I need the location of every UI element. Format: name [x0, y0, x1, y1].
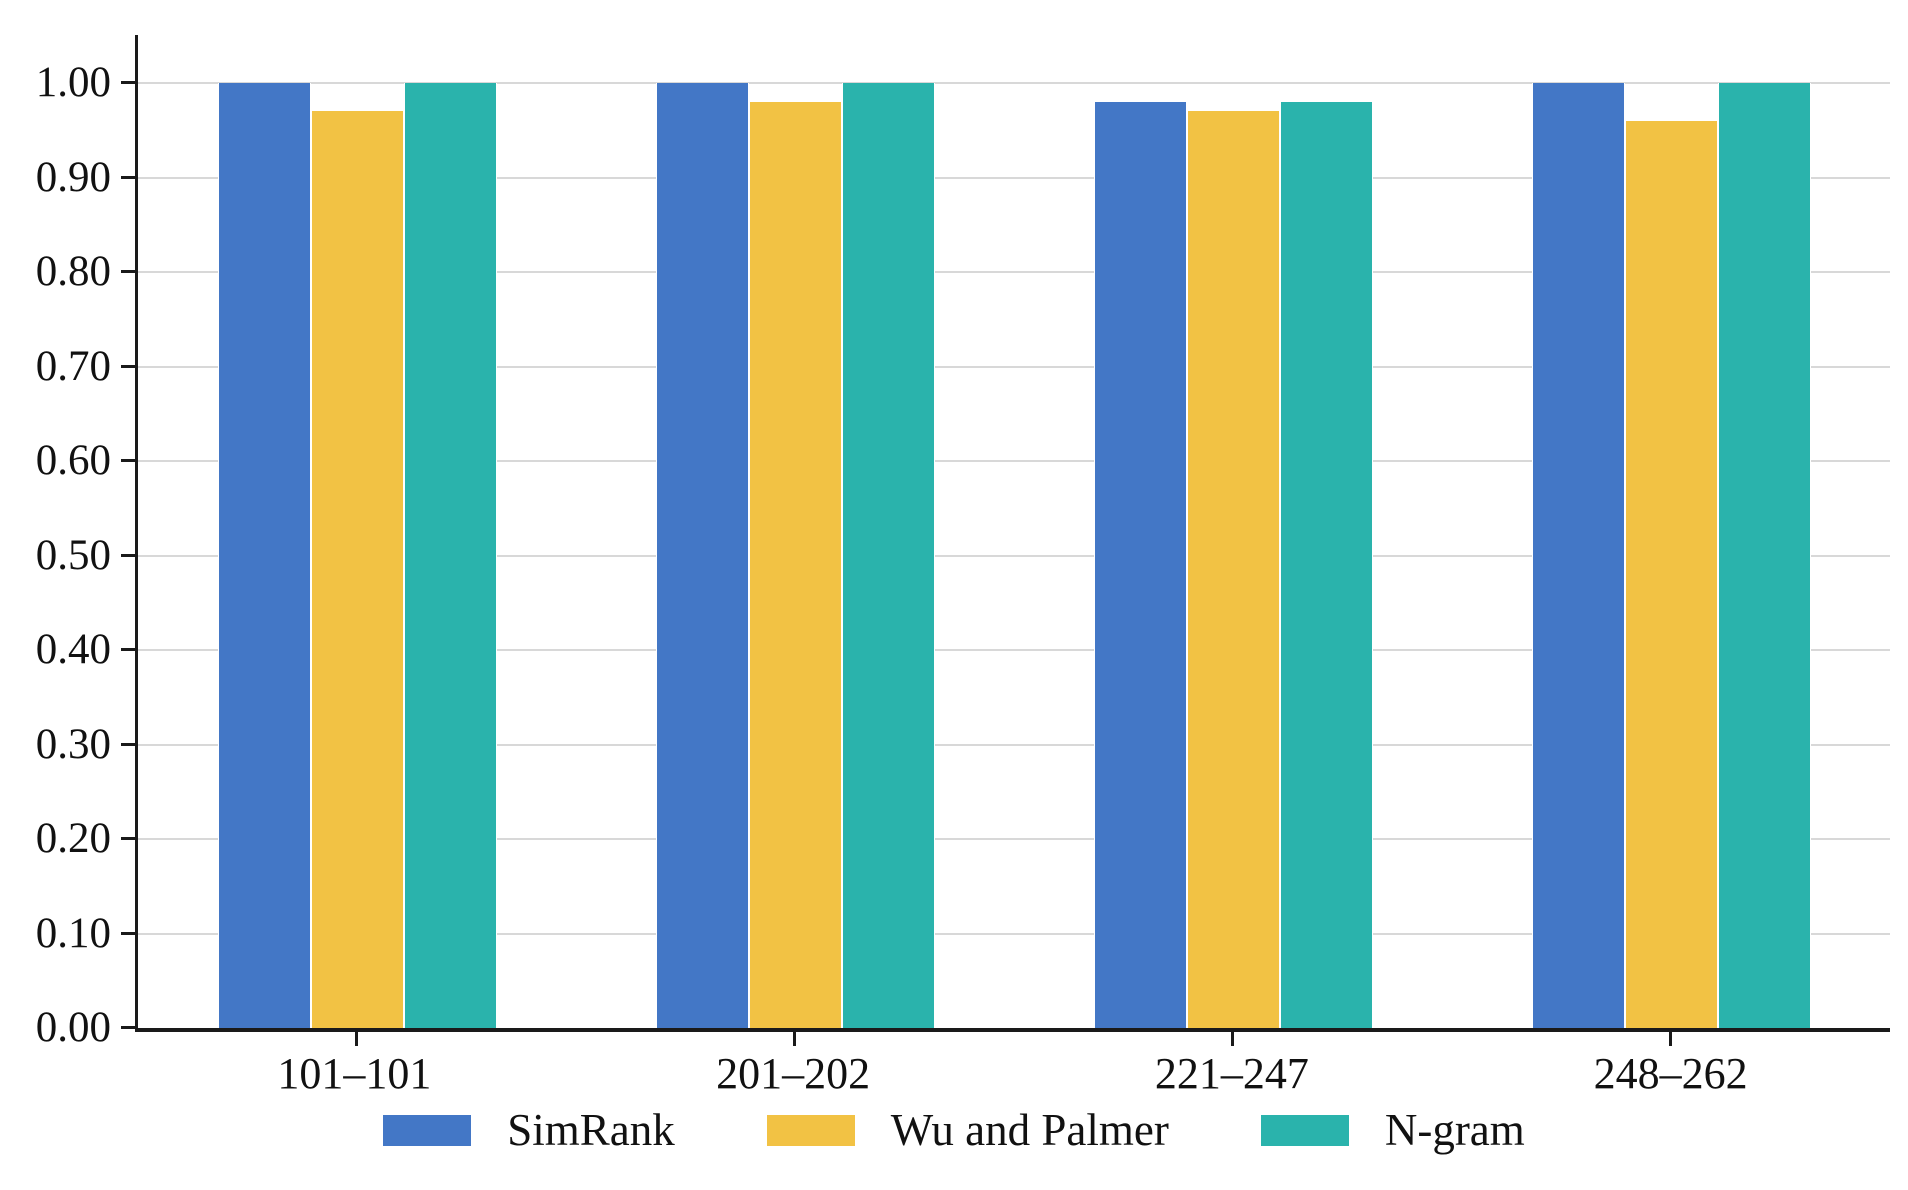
gridline	[138, 554, 1890, 557]
legend: SimRank Wu and Palmer N-gram	[0, 1104, 1908, 1156]
gridline	[138, 460, 1890, 462]
y-axis-tick-label: 0.00	[35, 1004, 111, 1051]
bar-group	[138, 35, 576, 1046]
legend-item: N-gram	[1260, 1104, 1525, 1156]
x-axis-tick	[1231, 1032, 1234, 1046]
gridline	[138, 649, 1890, 651]
bar	[1717, 83, 1811, 1028]
y-axis-tick	[121, 175, 135, 179]
y-axis-tick	[121, 648, 135, 651]
y-axis-tick-label: 0.20	[35, 815, 111, 862]
y-axis-tick	[121, 1026, 135, 1029]
bar	[1186, 111, 1280, 1028]
y-axis-tick	[121, 270, 135, 273]
y-axis-tick-label: 0.80	[35, 248, 111, 295]
y-axis-tick	[121, 553, 135, 557]
legend-item: SimRank	[383, 1104, 675, 1156]
x-axis-tick	[355, 1032, 358, 1046]
y-axis-tick	[121, 837, 135, 840]
x-axis-tick	[793, 1032, 796, 1046]
gridline	[138, 838, 1890, 840]
bar	[1279, 101, 1373, 1028]
bar	[403, 83, 497, 1028]
y-axis-tick-label: 0.60	[35, 437, 111, 484]
y-axis-tick	[121, 459, 135, 462]
bar	[1093, 101, 1187, 1028]
bar	[1624, 120, 1718, 1028]
bar	[748, 101, 842, 1028]
x-axis-tick-label: 221–247	[1154, 1049, 1309, 1098]
legend-label: N-gram	[1384, 1105, 1525, 1155]
gridline	[138, 365, 1890, 368]
y-axis-tick	[121, 742, 135, 746]
bar-group	[1452, 35, 1890, 1046]
legend-item: Wu and Palmer	[766, 1104, 1169, 1156]
x-axis-tick-label: 101–101	[277, 1049, 432, 1098]
y-axis-tick-label: 1.00	[35, 59, 111, 106]
gridline	[138, 271, 1890, 273]
x-axis-tick	[1669, 1032, 1672, 1046]
y-axis-tick	[121, 364, 135, 368]
x-axis-tick-label: 248–262	[1593, 1049, 1748, 1098]
y-axis-tick-label: 0.70	[35, 342, 111, 390]
y-axis-tick-label: 0.40	[35, 626, 111, 673]
bar	[655, 83, 749, 1028]
legend-swatch	[383, 1114, 472, 1146]
plot-area: 0.00 0.10 0.20 0.30 0.40 0.50 0.60 0.70 0.80 0.90…	[36, 35, 1890, 1051]
y-axis-tick-label: 0.30	[35, 720, 111, 768]
gridline	[138, 176, 1890, 179]
y-axis-tick	[121, 931, 135, 935]
gridline	[138, 82, 1890, 84]
bar-group	[576, 35, 1014, 1046]
legend-label: Wu and Palmer	[890, 1105, 1169, 1155]
gridline	[138, 932, 1890, 935]
bars-row	[138, 35, 1890, 1046]
y-axis-tick	[121, 81, 135, 84]
x-axis-tick-label: 201–202	[716, 1049, 871, 1098]
y-axis-tick-label: 0.10	[35, 909, 111, 957]
bar-group	[1014, 35, 1452, 1046]
y-axis-tick-label: 0.90	[35, 153, 111, 201]
bar	[841, 83, 935, 1028]
gridline	[138, 743, 1890, 746]
legend-swatch	[766, 1114, 855, 1146]
bar	[310, 111, 404, 1028]
legend-label: SimRank	[507, 1105, 675, 1155]
y-axis-tick-label: 0.50	[35, 531, 111, 579]
x-axis-labels: 101–101 201–202 221–247 248–262	[135, 1048, 1890, 1099]
bar	[1531, 83, 1625, 1028]
bar	[217, 83, 311, 1028]
legend-swatch	[1260, 1114, 1349, 1146]
